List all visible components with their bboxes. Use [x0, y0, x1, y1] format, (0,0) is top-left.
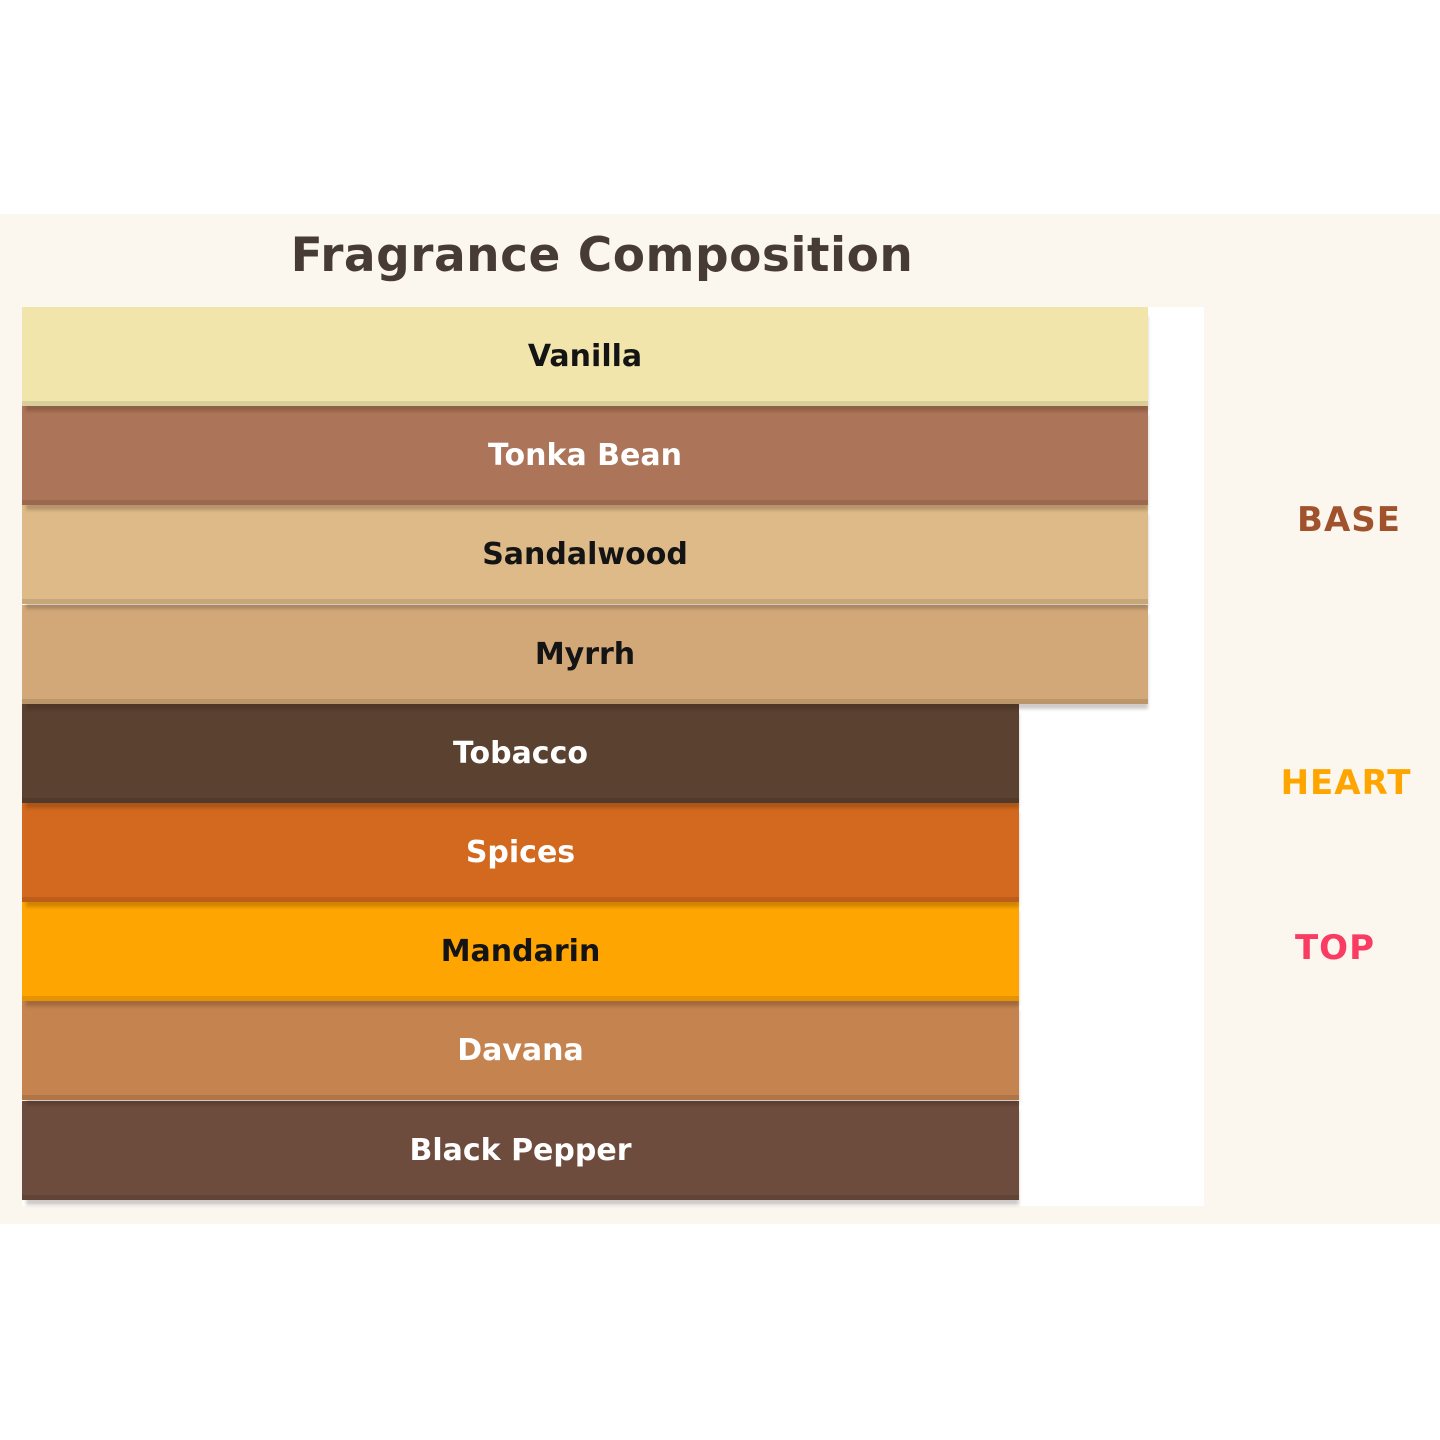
plot-area: Vanilla Tonka Bean Sandalwood Myrrh Tobacco S…	[22, 307, 1204, 1206]
bar-davana: Davana	[22, 1001, 1019, 1100]
bar-mandarin: Mandarin	[22, 902, 1019, 1001]
bar-spices: Spices	[22, 803, 1019, 902]
bar-label: Spices	[465, 835, 576, 870]
chart-title: Fragrance Composition	[290, 228, 914, 283]
bar-label: Black Pepper	[409, 1133, 632, 1168]
bar-vanilla: Vanilla	[22, 307, 1148, 406]
bar-label: Sandalwood	[482, 537, 688, 572]
group-label-heart: HEART	[1280, 763, 1412, 803]
bar-myrrh: Myrrh	[22, 605, 1148, 704]
group-label-base: BASE	[1297, 500, 1401, 540]
bar-sandalwood: Sandalwood	[22, 505, 1148, 604]
bar-label: Davana	[457, 1033, 584, 1068]
bar-black-pepper: Black Pepper	[22, 1101, 1019, 1200]
bar-label: Tobacco	[453, 736, 588, 771]
bar-tonka-bean: Tonka Bean	[22, 406, 1148, 505]
bar-label: Myrrh	[534, 637, 636, 672]
bar-tobacco: Tobacco	[22, 704, 1019, 803]
bar-label: Vanilla	[527, 339, 643, 374]
bar-label: Tonka Bean	[488, 438, 682, 473]
group-label-top: TOP	[1294, 928, 1376, 968]
bar-label: Mandarin	[440, 934, 601, 969]
